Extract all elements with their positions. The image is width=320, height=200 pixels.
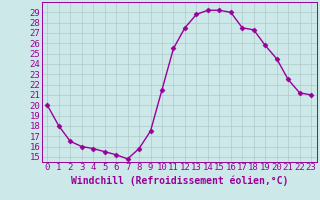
X-axis label: Windchill (Refroidissement éolien,°C): Windchill (Refroidissement éolien,°C) bbox=[70, 175, 288, 186]
